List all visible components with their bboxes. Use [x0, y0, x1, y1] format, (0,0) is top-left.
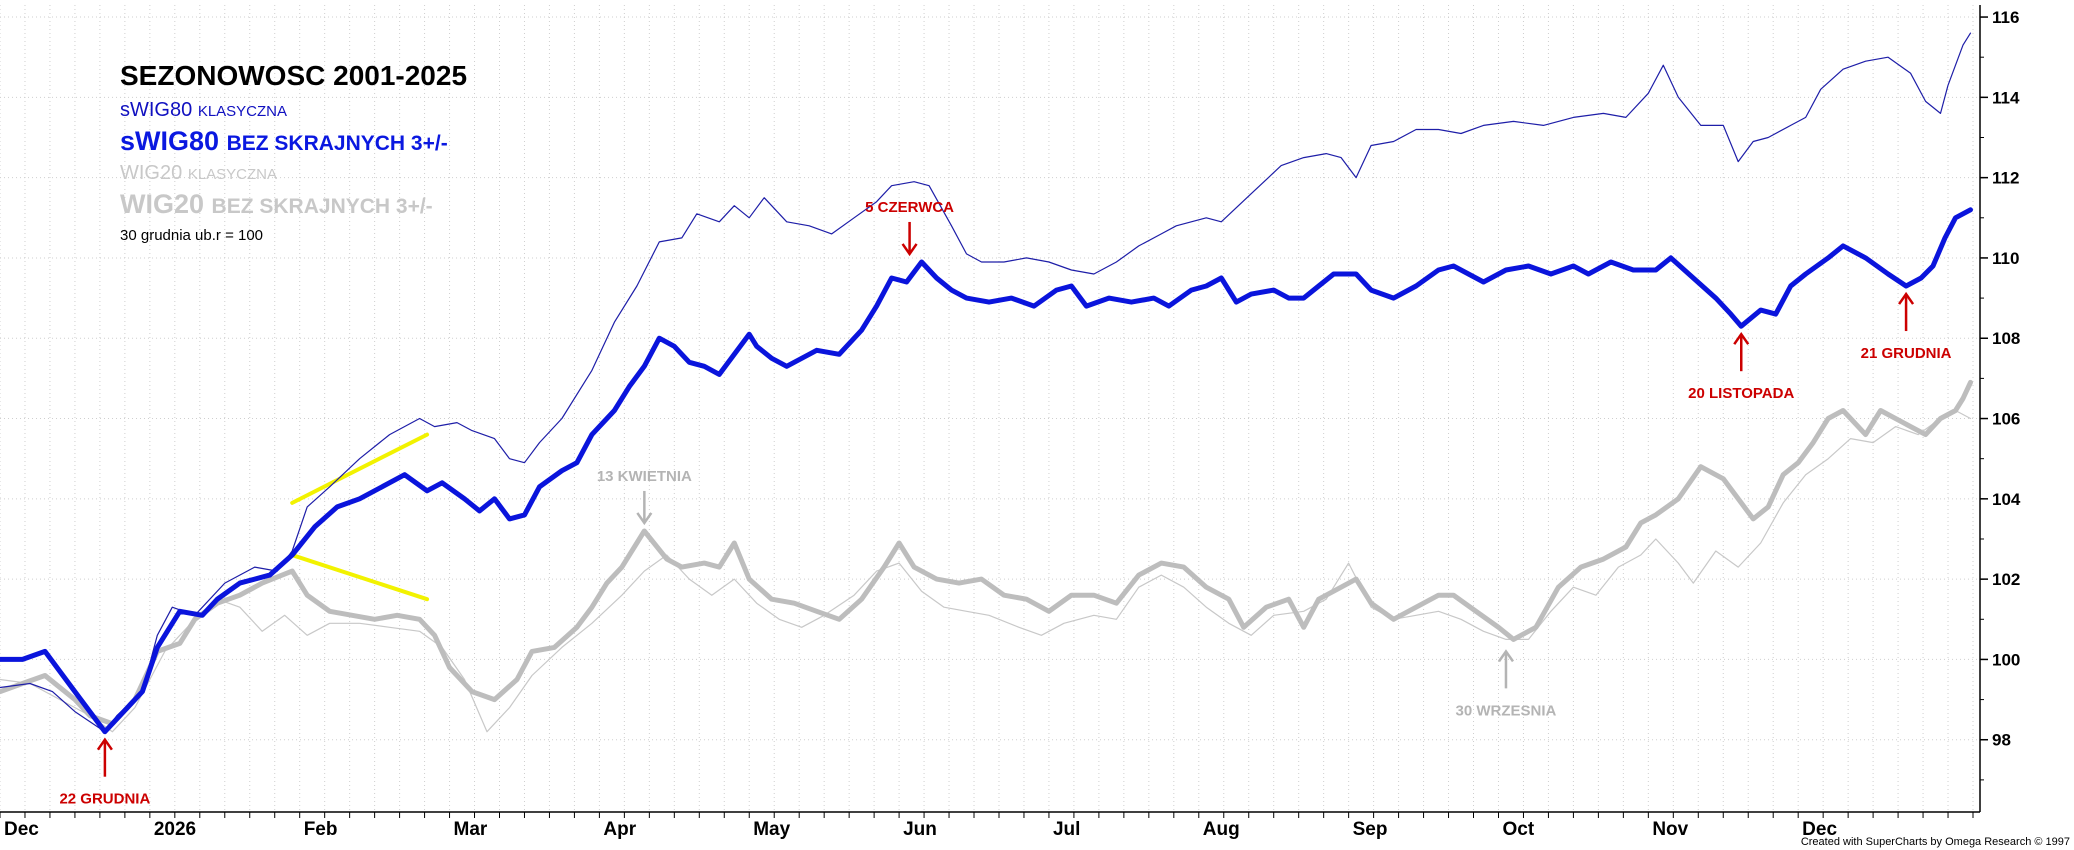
y-tick-label: 98 — [1992, 731, 2011, 750]
credit-text: Created with SuperCharts by Omega Resear… — [1800, 836, 2070, 848]
x-tick-label: Oct — [1502, 819, 1534, 840]
y-tick-label: 112 — [1992, 169, 2019, 188]
x-tick-label: Mar — [454, 819, 488, 840]
series-line-swig80-klasyczna — [0, 32, 1972, 733]
annotation-arrow-head — [636, 512, 653, 526]
legend-base-note: 30 grudnia ub.r = 100 — [120, 227, 264, 244]
legend-wig20-trimmed-main: WIG20 — [120, 189, 205, 219]
legend-wig20-classic-sub: KLASYCZNA — [187, 166, 278, 183]
x-tick-label: Apr — [603, 819, 636, 840]
legend-wig20-classic: WIG20 KLASYCZNA — [120, 163, 467, 183]
y-tick-label: 116 — [1992, 8, 2019, 27]
y-tick-label: 110 — [1992, 249, 2019, 268]
series-line-wig20-bez-skrajnych-3 — [0, 379, 1973, 727]
chart-axes: Dec 2026 Feb Mar Apr May Jun Jul Aug Sep Oct Nov Dec… — [0, 5, 2021, 840]
annotation-arrow-head — [1733, 332, 1750, 345]
y-tick-label: 106 — [1992, 410, 2020, 429]
x-tick-label: Aug — [1203, 819, 1240, 840]
x-tick-label: Sep — [1353, 819, 1388, 840]
annotation-label: 22 GRUDNIA — [59, 791, 150, 808]
legend-swig80-trimmed: sWIG80 BEZ SKRAJNYCH 3+/- — [120, 128, 467, 155]
annotation-label: 5 CZERWCA — [865, 199, 954, 216]
chart-annotations: 22 GRUDNIA 5 CZERWCA 20 LISTOPADA 21 GRUDNI… — [59, 199, 1951, 808]
annotation-label: 30 WRZESNIA — [1456, 702, 1557, 719]
yellow-trendline — [290, 432, 430, 505]
x-tick-label: Feb — [304, 819, 338, 840]
legend-swig80-classic: sWIG80 KLASYCZNA — [120, 100, 467, 120]
x-tick-label: Jul — [1053, 819, 1080, 840]
annotation-label: 13 KWIETNIA — [597, 468, 692, 485]
annotation-label: 20 LISTOPADA — [1688, 385, 1794, 402]
x-tick-label: May — [753, 819, 790, 840]
annotation-arrow-head — [901, 243, 918, 257]
chart-title: SEZONOWOSC 2001-2025 — [120, 60, 468, 91]
annotation-arrow-head — [1898, 291, 1915, 305]
legend-wig20-trimmed-sub: BEZ SKRAJNYCH 3+/- — [211, 195, 433, 218]
legend-wig20-trimmed: WIG20 BEZ SKRAJNYCH 3+/- — [120, 191, 467, 218]
annotation-arrow-head — [96, 737, 113, 751]
legend-swig80-trimmed-sub: BEZ SKRAJNYCH 3+/- — [226, 132, 448, 155]
y-tick-label: 104 — [1992, 490, 2021, 509]
x-tick-label: Dec — [4, 819, 39, 840]
yellow-trendline — [290, 553, 430, 602]
chart-series — [0, 32, 1973, 735]
legend-wig20-classic-main: WIG20 — [120, 162, 183, 184]
x-tick-label: Dec — [1802, 819, 1837, 840]
y-tick-label: 102 — [1992, 570, 2020, 589]
annotation-label: 21 GRUDNIA — [1861, 345, 1952, 362]
y-tick-label: 108 — [1992, 329, 2020, 348]
yellow-trendlines — [290, 432, 430, 602]
series-line-swig80-bez-skrajnych-3 — [0, 207, 1973, 735]
y-tick-label: 100 — [1992, 650, 2020, 669]
x-tick-label: 2026 — [154, 819, 196, 840]
x-tick-label: Nov — [1652, 819, 1688, 840]
y-tick-label: 114 — [1992, 88, 2020, 107]
x-tick-label: Jun — [903, 819, 937, 840]
chart-grid — [0, 5, 1978, 812]
legend-swig80-classic-sub: KLASYCZNA — [197, 103, 288, 120]
chart-legend: SEZONOWOSC 2001-2025 sWIG80 KLASYCZNA sW… — [120, 60, 468, 244]
series-line-wig20-klasyczna — [0, 409, 1972, 733]
annotation-arrow-head — [1497, 649, 1515, 663]
legend-swig80-classic-main: sWIG80 — [120, 99, 193, 121]
legend-swig80-trimmed-main: sWIG80 — [120, 126, 220, 156]
